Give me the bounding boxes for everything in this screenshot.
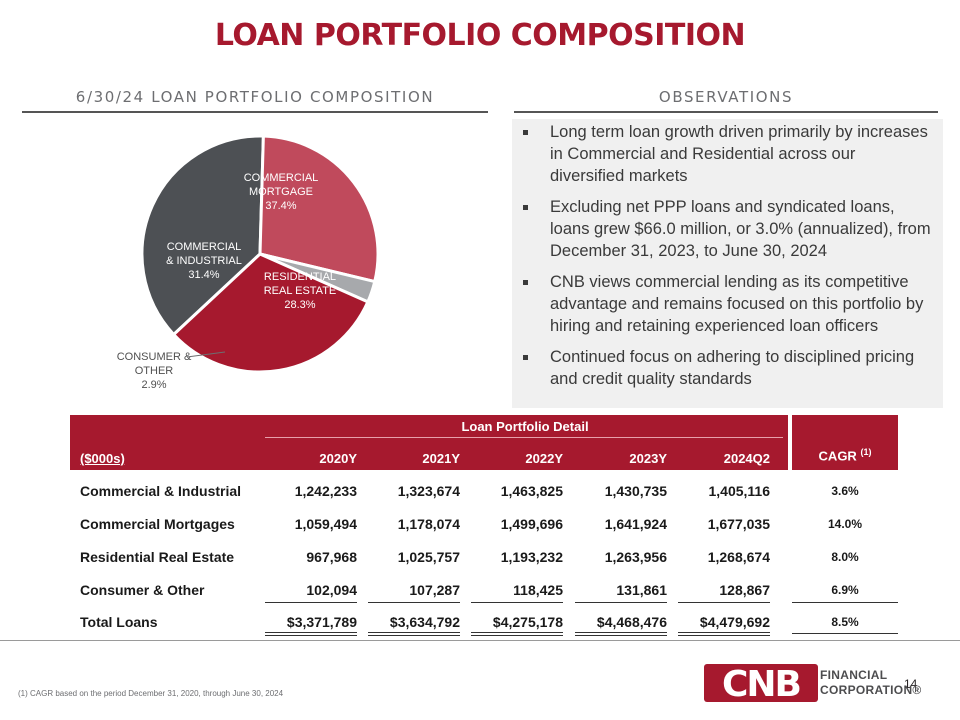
total-rule — [792, 633, 898, 634]
cell-value: 1,405,116 — [708, 483, 770, 499]
cell-value: $3,634,792 — [389, 614, 460, 630]
row-label: Commercial & Industrial — [80, 483, 242, 499]
company-logo: CNB FINANCIAL CORPORATION® — [704, 664, 921, 702]
pie-section-rule — [22, 111, 488, 113]
cell-value: 1,193,232 — [500, 549, 563, 565]
observation-item: Continued focus on adhering to disciplin… — [512, 346, 931, 390]
pie-label-commercial-mortgage: COMMERCIAL MORTGAGE 37.4% — [243, 172, 319, 212]
total-double-rule — [575, 632, 667, 636]
subtotal-rule — [792, 602, 898, 603]
cell-value: 1,677,035 — [707, 516, 770, 532]
pie-slice-residential — [258, 134, 380, 284]
cell-value: 1,499,696 — [500, 516, 563, 532]
total-double-rule — [368, 632, 460, 636]
pie-label-commercial-industrial: COMMERCIAL & INDUSTRIAL 31.4% — [166, 241, 242, 281]
observation-item: Excluding net PPP loans and syndicated l… — [512, 196, 931, 262]
cell-value: $4,479,692 — [699, 614, 770, 630]
subtotal-rule — [265, 602, 357, 603]
subtotal-rule — [368, 602, 460, 603]
cagr-value: 3.6% — [831, 484, 859, 498]
cell-value: 1,641,924 — [604, 516, 667, 532]
cell-value: 1,268,674 — [707, 549, 770, 565]
bullet-icon — [523, 355, 528, 360]
pie-label-consumer: CONSUMER & OTHER 2.9% — [116, 351, 192, 391]
cell-value: 1,463,825 — [500, 483, 563, 499]
cell-value: $4,275,178 — [492, 614, 563, 630]
cell-value: 102,094 — [306, 582, 357, 598]
observation-item: CNB views commercial lending as its comp… — [512, 271, 931, 337]
pie-label-residential: RESIDENTIAL REAL ESTATE 28.3% — [263, 271, 337, 311]
total-double-rule — [678, 632, 770, 636]
page-title: LOAN PORTFOLIO COMPOSITION — [214, 18, 746, 53]
cnb-logo-mark-icon: CNB — [704, 664, 818, 702]
column-header-2022: 2022Y — [525, 451, 563, 466]
svg-text:CNB: CNB — [722, 664, 800, 702]
cagr-value: 14.0% — [827, 517, 863, 531]
table-group-rule — [265, 437, 783, 438]
column-header-2020: 2020Y — [319, 451, 357, 466]
table-row: Commercial & Industrial 1,242,233 1,323,… — [0, 483, 960, 503]
cell-value: 107,287 — [409, 582, 460, 598]
subtotal-rule — [678, 602, 770, 603]
row-label: Consumer & Other — [80, 582, 205, 598]
subtotal-rule — [575, 602, 667, 603]
portfolio-pie-chart — [140, 134, 380, 374]
pie-section-heading: 6/30/24 LOAN PORTFOLIO COMPOSITION — [75, 88, 435, 106]
cell-value: 131,861 — [616, 582, 667, 598]
observations-rule — [514, 111, 938, 113]
cell-value: $4,468,476 — [596, 614, 667, 630]
column-header-2023: 2023Y — [629, 451, 667, 466]
cell-value: 1,242,233 — [294, 483, 357, 499]
cell-value: 118,425 — [513, 582, 563, 598]
cell-value: 1,323,674 — [397, 483, 460, 499]
cagr-value: 8.5% — [831, 615, 859, 629]
bullet-icon — [523, 130, 528, 135]
cell-value: 1,059,494 — [294, 516, 357, 532]
cagr-value: 8.0% — [831, 550, 859, 564]
cell-value: 1,430,735 — [604, 483, 667, 499]
cell-value: 1,263,956 — [604, 549, 667, 565]
cell-value: $3,371,789 — [286, 614, 357, 630]
page-number: 14 — [904, 677, 918, 691]
pie-slice-commercial-mortgage — [140, 134, 265, 337]
row-label: Commercial Mortgages — [80, 516, 235, 532]
table-row: Commercial Mortgages 1,059,494 1,178,074… — [0, 516, 960, 536]
bullet-icon — [523, 280, 528, 285]
cell-value: 128,867 — [719, 582, 770, 598]
subtotal-rule — [471, 602, 563, 603]
table-row: Residential Real Estate 967,968 1,025,75… — [0, 549, 960, 569]
cagr-header-band — [792, 415, 898, 470]
total-double-rule — [471, 632, 563, 636]
bullet-icon — [523, 205, 528, 210]
observation-item: Long term loan growth driven primarily b… — [512, 121, 931, 187]
cagr-value: 6.9% — [831, 583, 859, 597]
cell-value: 1,178,074 — [397, 516, 460, 532]
footnote: (1) CAGR based on the period December 31… — [18, 689, 284, 698]
total-double-rule — [265, 632, 357, 636]
cagr-header: CAGR (1) — [818, 447, 872, 464]
cell-value: 1,025,757 — [397, 549, 460, 565]
row-label: Total Loans — [80, 614, 158, 630]
observations-heading: OBSERVATIONS — [658, 88, 794, 106]
table-total-row: Total Loans $3,371,789 $3,634,792 $4,275… — [0, 614, 960, 634]
observations-panel: Long term loan growth driven primarily b… — [512, 119, 943, 408]
unit-header: ($000s) — [80, 451, 125, 466]
footer-divider — [0, 640, 960, 641]
table-header-band — [70, 415, 788, 470]
cell-value: 967,968 — [306, 549, 357, 565]
logo-wordmark: FINANCIAL CORPORATION® — [820, 668, 922, 697]
column-header-2021: 2021Y — [422, 451, 460, 466]
column-header-2024q2: 2024Q2 — [723, 451, 770, 466]
table-group-title: Loan Portfolio Detail — [461, 419, 589, 434]
row-label: Residential Real Estate — [80, 549, 235, 565]
table-row: Consumer & Other 102,094 107,287 118,425… — [0, 582, 960, 602]
